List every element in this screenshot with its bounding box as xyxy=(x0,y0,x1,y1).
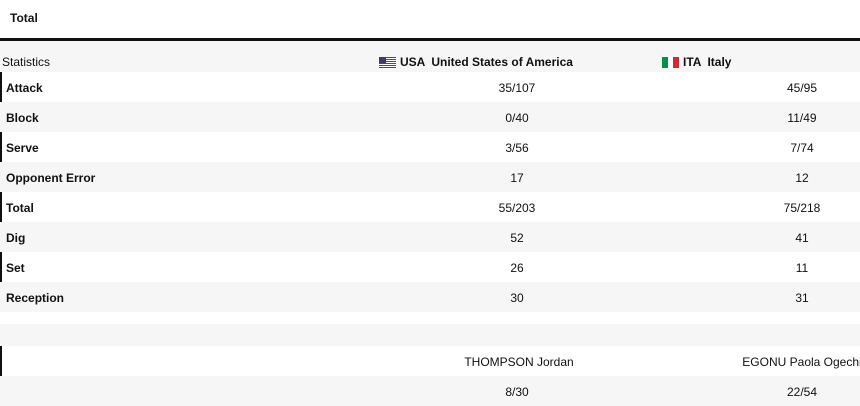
table-row: Total 55/203 75/218 xyxy=(0,192,860,222)
stat-label: Serve xyxy=(6,141,39,155)
stat-label: Block xyxy=(6,111,39,125)
ita-stat-value: 12 xyxy=(795,171,809,185)
table-row: Opponent Error 17 12 xyxy=(0,162,860,192)
usa-flag-icon xyxy=(379,56,396,68)
team-ita-name: Italy xyxy=(707,55,732,69)
top-players-row: THOMPSON Jordan EGONU Paola Ogechi xyxy=(0,346,860,376)
ita-stat-value: 45/95 xyxy=(786,81,818,95)
table-row: Reception 30 31 xyxy=(0,282,860,312)
tab-strip: Total xyxy=(0,0,860,41)
table-row: Set 26 11 xyxy=(0,252,860,282)
ita-top-player-value: 22/54 xyxy=(786,385,818,399)
team-usa-code: USA xyxy=(400,55,426,69)
tab-total[interactable]: Total xyxy=(10,11,38,25)
usa-stat-value: 30 xyxy=(510,291,524,305)
top-players-values-row: 8/30 22/54 xyxy=(0,376,860,406)
row-marker xyxy=(0,252,2,282)
section-divider xyxy=(0,324,860,346)
row-marker xyxy=(0,346,2,376)
usa-stat-value: 17 xyxy=(510,171,524,185)
ita-stat-value: 75/218 xyxy=(783,201,821,215)
row-marker xyxy=(0,72,2,102)
usa-top-player[interactable]: THOMPSON Jordan xyxy=(464,355,574,369)
statistics-header-label: Statistics xyxy=(2,55,51,69)
usa-stat-value: 52 xyxy=(510,231,524,245)
statistics-table: Attack 35/107 45/95 Block 0/40 11/49 Ser… xyxy=(0,72,860,312)
ita-stat-value: 11 xyxy=(795,261,809,275)
stat-label: Total xyxy=(6,201,34,215)
stat-label: Opponent Error xyxy=(6,171,96,185)
ita-stat-value: 7/74 xyxy=(790,141,814,155)
ita-stat-value: 11/49 xyxy=(787,111,817,125)
usa-stat-value: 26 xyxy=(510,261,524,275)
team-ita-header: ITA Italy xyxy=(662,55,731,69)
stat-label: Attack xyxy=(6,81,43,95)
italy-flag-icon xyxy=(662,56,679,68)
row-marker xyxy=(0,192,2,222)
table-row: Dig 52 41 xyxy=(0,222,860,252)
ita-stat-value: 41 xyxy=(795,231,809,245)
table-row: Block 0/40 11/49 xyxy=(0,102,860,132)
usa-stat-value: 0/40 xyxy=(505,111,529,125)
team-ita-code: ITA xyxy=(683,55,702,69)
table-row: Serve 3/56 7/74 xyxy=(0,132,860,162)
usa-stat-value: 55/203 xyxy=(498,201,536,215)
ita-top-player[interactable]: EGONU Paola Ogechi xyxy=(742,355,860,369)
usa-top-player-value: 8/30 xyxy=(505,385,529,399)
ita-stat-value: 31 xyxy=(795,291,809,305)
usa-stat-value: 35/107 xyxy=(498,81,536,95)
stat-label: Dig xyxy=(6,231,26,245)
usa-stat-value: 3/56 xyxy=(505,141,529,155)
team-usa-header: USA United States of America xyxy=(379,55,573,69)
stat-label: Set xyxy=(6,261,25,275)
stat-label: Reception xyxy=(6,291,65,305)
table-row: Attack 35/107 45/95 xyxy=(0,72,860,102)
statistics-header: Statistics USA United States of America … xyxy=(0,41,860,72)
row-marker xyxy=(0,132,2,162)
team-usa-name: United States of America xyxy=(431,55,573,69)
